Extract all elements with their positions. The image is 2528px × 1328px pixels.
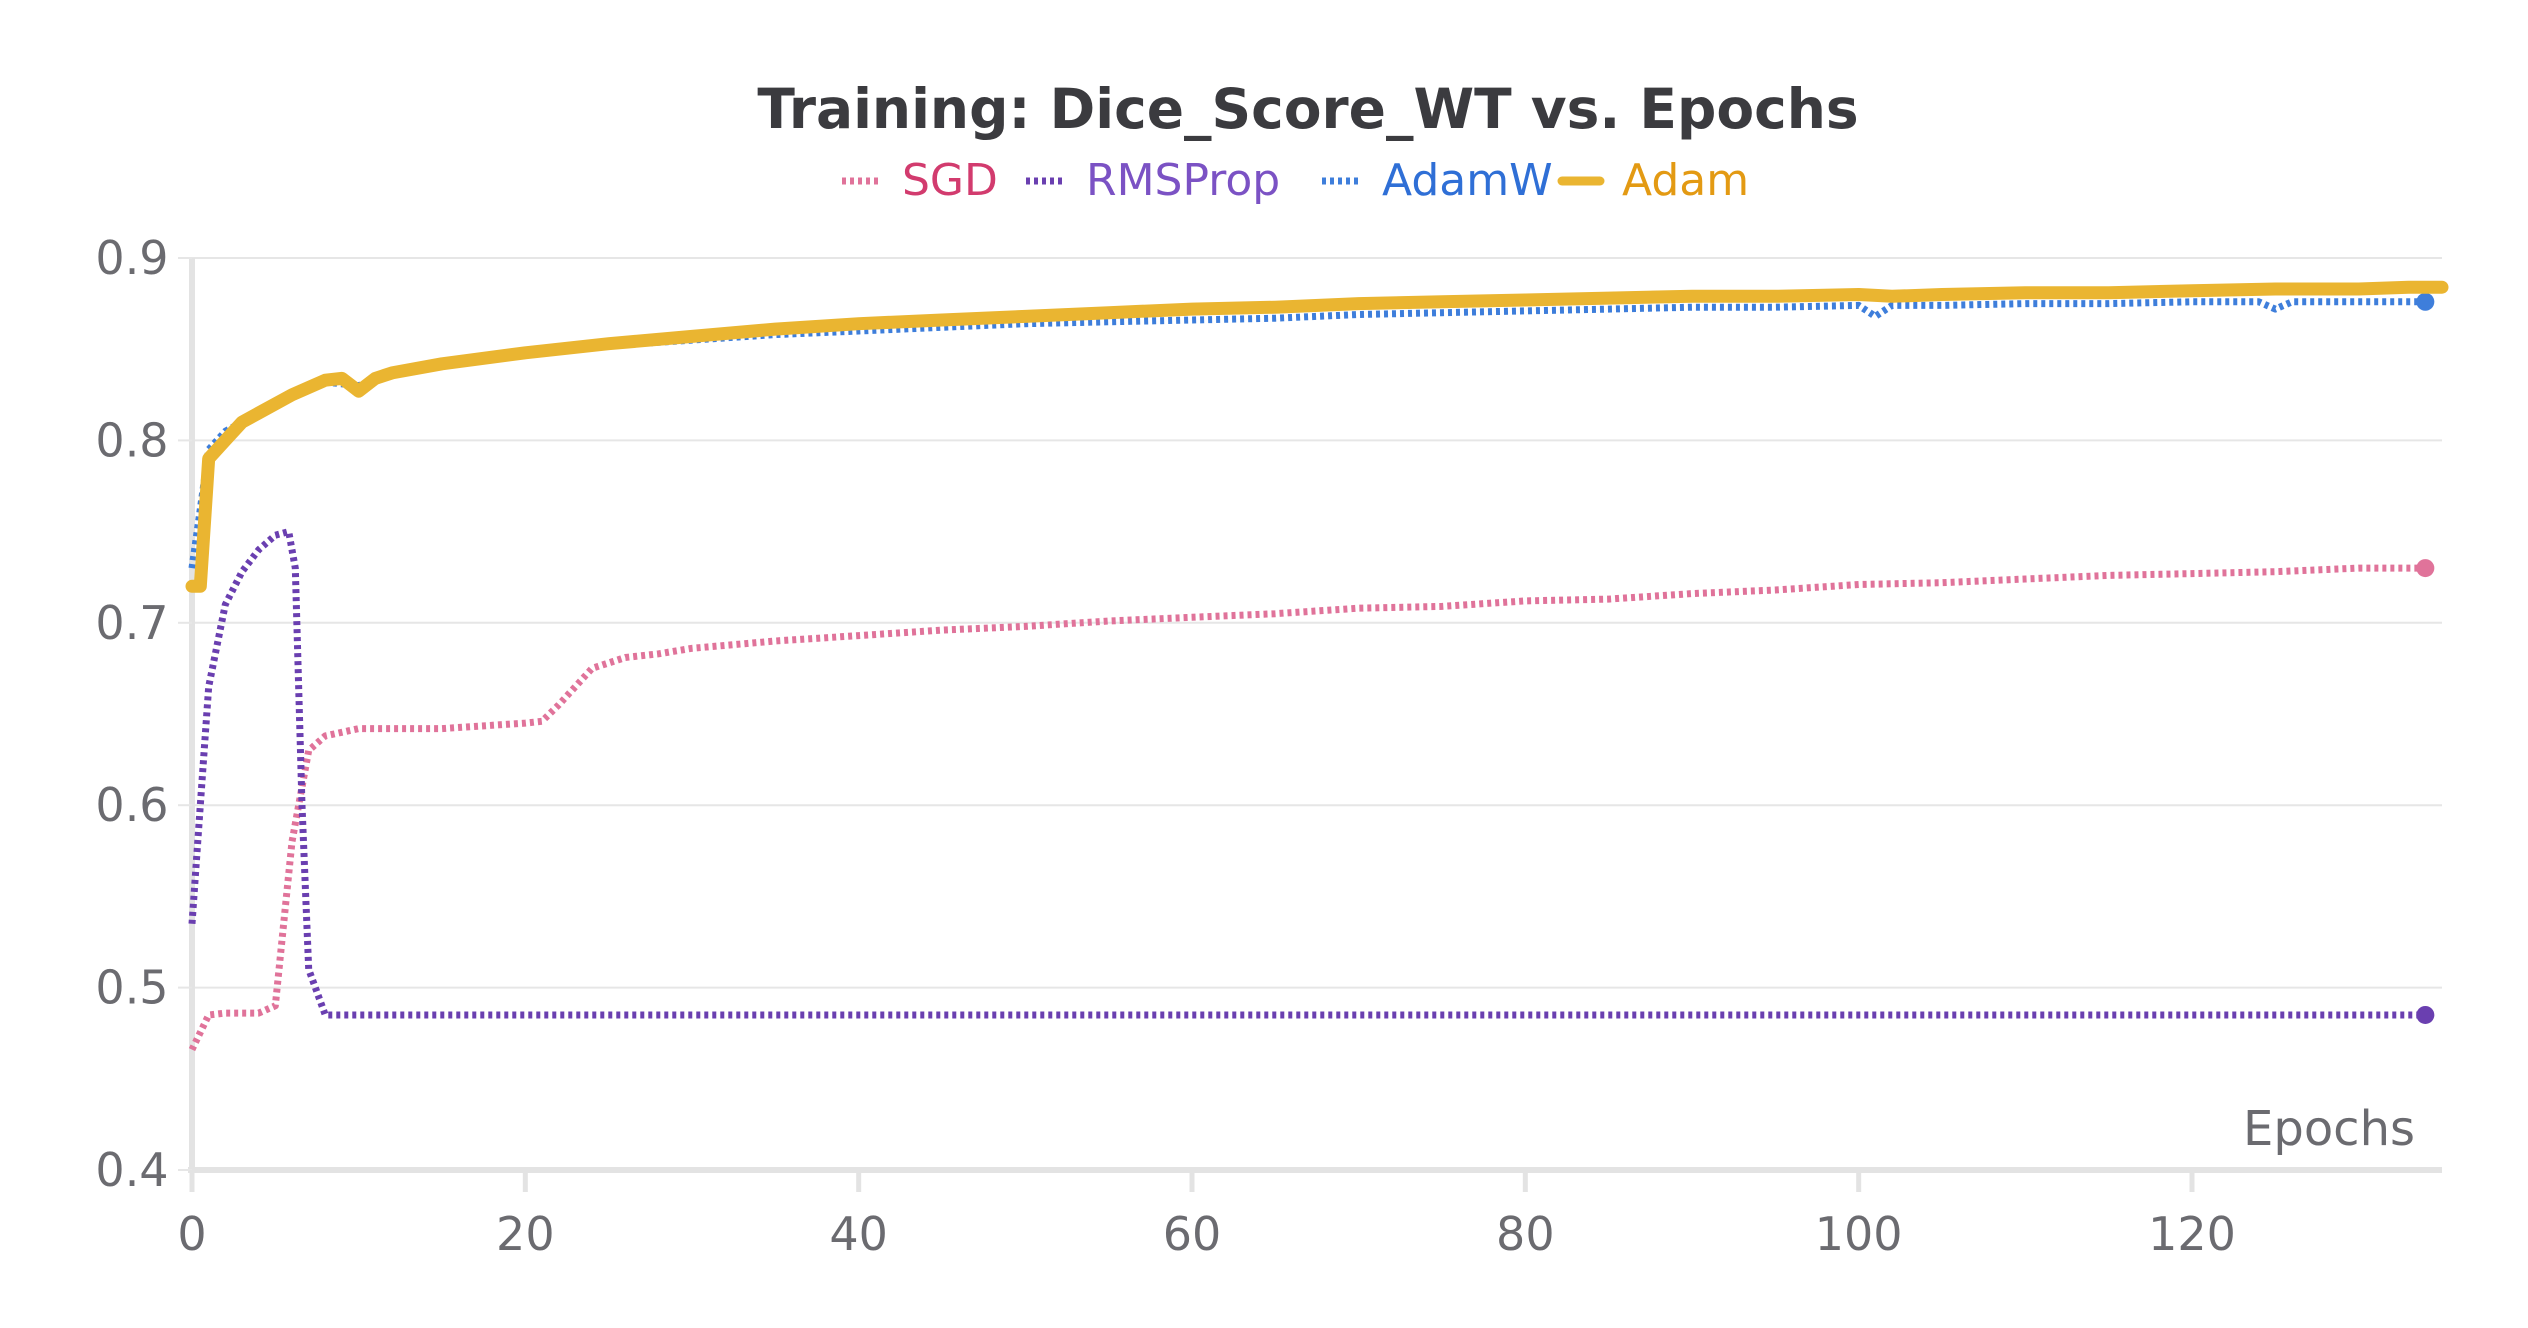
x-axis-ticks: 0 20 40 60 80 100 120: [177, 1170, 2236, 1261]
x-axis-label: Epochs: [2243, 1101, 2415, 1157]
y-tick-label: 0.8: [95, 413, 168, 467]
series-end-marker-adamw: [2416, 292, 2435, 311]
x-tick-label: 80: [1496, 1207, 1555, 1261]
y-tick-label: 0.6: [95, 778, 168, 832]
legend-label-rmsprop: RMSProp: [1086, 155, 1280, 206]
x-tick-label: 100: [1815, 1207, 1903, 1261]
chart-title: Training: Dice_Score_WT vs. Epochs: [757, 77, 1858, 141]
series-line-sgd: [188, 564, 2426, 1052]
series-line-rmsprop: [188, 528, 2426, 1019]
series-end-marker-sgd: [2416, 559, 2435, 578]
series-end-marker-rmsprop: [2416, 1005, 2435, 1024]
axes: [188, 258, 2442, 1173]
legend-label-sgd: SGD: [902, 155, 998, 206]
series-group: [185, 280, 2449, 1052]
x-tick-label: 120: [2148, 1207, 2236, 1261]
series-line-adam: [185, 280, 2449, 593]
legend: SGD RMSProp AdamW Adam: [842, 155, 1749, 206]
legend-label-adamw: AdamW: [1382, 155, 1553, 206]
y-axis-ticks: 0.4 0.5 0.6 0.7 0.8 0.9: [95, 231, 192, 1197]
legend-item-adam[interactable]: Adam: [1557, 155, 1749, 206]
x-tick-label: 60: [1163, 1207, 1222, 1261]
legend-item-rmsprop[interactable]: RMSProp: [1026, 155, 1280, 206]
legend-item-sgd[interactable]: SGD: [842, 155, 998, 206]
y-tick-label: 0.7: [95, 596, 168, 650]
x-tick-label: 20: [496, 1207, 555, 1261]
x-tick-label: 40: [829, 1207, 888, 1261]
y-tick-label: 0.5: [95, 961, 168, 1015]
y-tick-label: 0.4: [95, 1143, 168, 1197]
y-tick-label: 0.9: [95, 231, 168, 285]
legend-item-adamw[interactable]: AdamW: [1322, 155, 1553, 206]
x-tick-label: 0: [177, 1207, 206, 1261]
legend-label-adam: Adam: [1622, 155, 1749, 206]
